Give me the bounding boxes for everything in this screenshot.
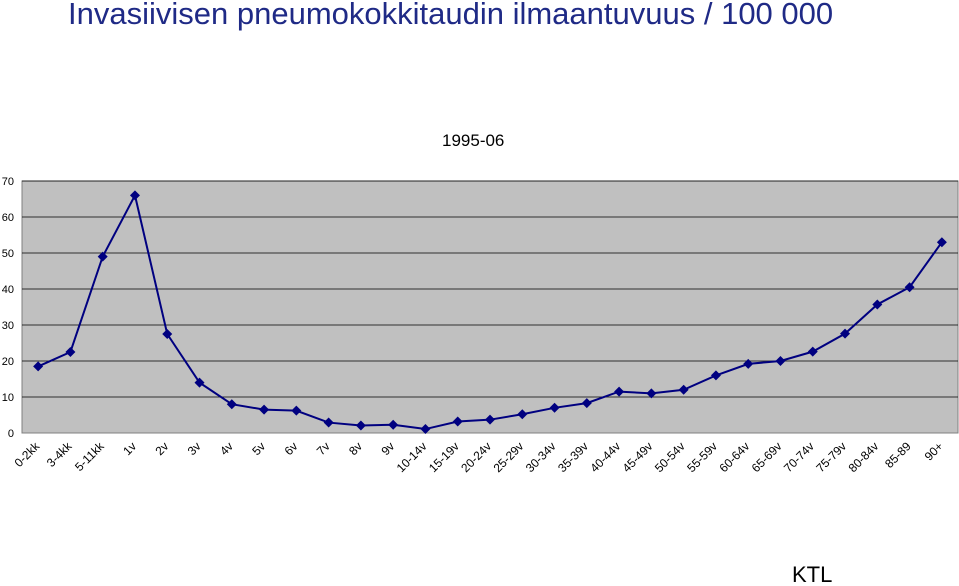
data-markers [33,190,947,435]
x-tick-label: 85-89 [882,439,914,471]
plot-area [21,180,959,434]
page-title: Invasiivisen pneumokokkitaudin ilmaantuv… [68,0,834,31]
data-point [162,329,173,339]
data-point [840,328,851,339]
data-point [904,282,915,293]
y-tick-label: 0 [8,428,14,440]
x-tick-label: 40-44v [587,439,623,475]
y-axis-tick-labels: 0 10 20 30 40 50 60 70 [2,176,14,440]
data-point [129,190,140,201]
data-point [678,384,689,395]
y-tick-label: 20 [2,356,14,368]
data-point [194,377,205,388]
data-point [936,237,947,248]
data-point [388,419,399,430]
x-tick-label: 20-24v [458,439,494,475]
y-tick-label: 70 [2,176,14,188]
y-tick-label: 50 [2,248,14,260]
y-tick-label: 10 [2,392,14,404]
y-tick-label: 60 [2,212,14,224]
data-point [259,404,270,415]
x-tick-label: 50-54v [652,439,688,475]
data-point [710,370,721,381]
data-point [65,347,76,357]
x-tick-label: 6v [282,439,301,458]
data-point [323,417,334,428]
source-label: KTL [792,562,833,586]
x-tick-label: 25-29v [491,439,527,475]
y-tick-label: 30 [2,320,14,332]
data-point [646,388,657,399]
x-tick-label: 10-14v [394,439,430,475]
x-tick-label: 3v [185,439,204,458]
x-tick-label: 3-4kk [44,439,75,470]
x-tick-label: 5-11kk [72,439,107,474]
x-tick-label: 45-49v [620,439,656,475]
gridlines [22,180,958,398]
data-point [33,361,44,372]
x-tick-label: 30-34v [523,439,559,475]
x-tick-label: 8v [346,439,365,458]
x-tick-label: 4v [217,439,236,458]
x-tick-label: 70-74v [781,439,817,475]
y-tick-label: 40 [2,284,14,296]
data-point [775,356,786,366]
data-point [291,405,302,416]
x-tick-label: 65-69v [749,439,785,475]
data-point [226,399,237,410]
data-point [807,346,818,357]
data-point [549,402,560,413]
data-point [355,420,366,431]
x-tick-label: 0-2kk [12,439,43,470]
x-tick-label: 90+ [922,439,946,463]
x-tick-label: 5v [249,439,268,458]
x-tick-label: 9v [378,439,397,458]
x-tick-label: 7v [314,439,333,458]
x-tick-label: 35-39v [555,439,591,475]
chart-title: 1995-06 [442,131,505,150]
x-tick-label: 60-64v [716,439,752,475]
x-tick-label: 15-19v [426,439,462,475]
data-point [517,409,528,420]
data-point [420,424,431,435]
data-point [452,416,463,427]
data-point [581,398,592,409]
data-point [743,358,754,369]
data-point [97,251,108,262]
x-tick-label: 1v [120,439,139,458]
x-tick-label: 80-84v [846,439,882,475]
data-point [485,414,495,425]
data-point [872,299,883,310]
x-tick-label: 2v [152,439,171,458]
data-point [614,386,625,397]
x-tick-label: 75-79v [813,439,849,475]
x-tick-label: 55-59v [684,439,720,475]
